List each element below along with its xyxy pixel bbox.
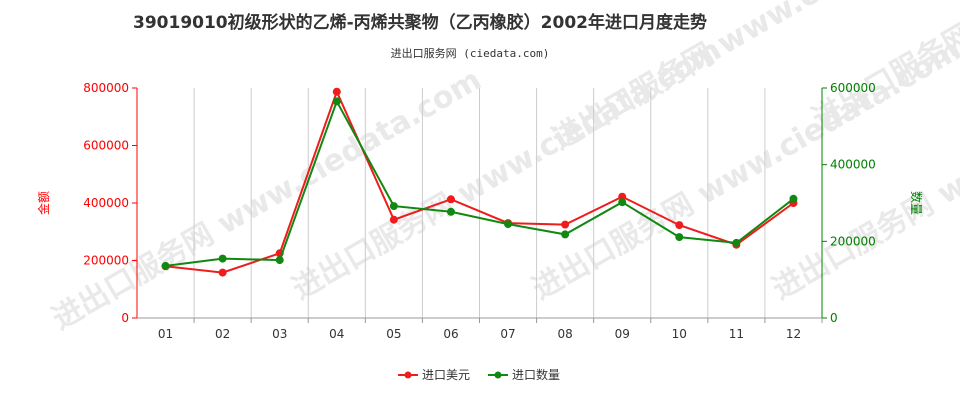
chart-title: 39019010初级形状的乙烯-丙烯共聚物（乙丙橡胶）2002年进口月度走势: [133, 12, 707, 33]
series-layer: [161, 87, 798, 277]
x-tick-label: 03: [272, 327, 287, 341]
legend-marker-2: [494, 371, 502, 379]
y-left-tick-label: 800000: [83, 81, 129, 95]
series-2-point: [618, 198, 627, 207]
x-tick-label: 02: [215, 327, 230, 341]
series-line-2: [165, 98, 795, 267]
y-axis-right-label: 数量: [909, 191, 924, 215]
x-tick-label: 08: [557, 327, 572, 341]
legend-label-2[interactable]: 进口数量: [512, 367, 560, 382]
y-left-tick-label: 0: [121, 311, 129, 325]
series-1-point: [618, 192, 627, 201]
x-tick-label: 11: [729, 327, 744, 341]
series-2-point: [561, 230, 570, 239]
series-1-point: [389, 215, 398, 224]
series-1-point: [218, 268, 227, 277]
series-2-point: [332, 97, 341, 106]
y-left-tick-label: 200000: [83, 254, 129, 268]
watermark-text: 进出口服务网 www.ciedata.com: [807, 0, 960, 137]
series-2-point: [504, 220, 513, 229]
series-1-point: [561, 220, 570, 229]
y-left-tick-label: 600000: [83, 139, 129, 153]
legend-label-1[interactable]: 进口美元: [422, 368, 470, 382]
x-tick-label: 09: [615, 327, 630, 341]
series-1-point: [675, 221, 684, 230]
axes: [132, 87, 827, 323]
series-2-point: [732, 238, 741, 247]
y-right-tick-label: 200000: [830, 234, 876, 248]
series-2-point: [161, 261, 170, 270]
series-2-point: [275, 256, 284, 265]
legend-marker-1: [404, 371, 412, 379]
series-2-point: [389, 202, 398, 211]
x-tick-label: 05: [386, 327, 401, 341]
x-tick-label: 01: [158, 327, 173, 341]
y-right-tick-label: 400000: [830, 158, 876, 172]
x-tick-label: 06: [443, 327, 458, 341]
series-2-point: [675, 233, 684, 242]
tick-labels: 0 200000 400000 600000 800000 0 200000 400000 60…: [83, 81, 876, 341]
series-1-point: [446, 195, 455, 204]
x-tick-label: 12: [786, 327, 801, 341]
y-axis-left-label: 金额: [36, 191, 51, 215]
y-left-tick-label: 400000: [83, 196, 129, 210]
x-tick-label: 10: [672, 327, 687, 341]
chart-subtitle: 进出口服务网 (ciedata.com): [391, 46, 550, 60]
series-2-point: [218, 254, 227, 263]
y-right-tick-label: 600000: [830, 81, 876, 95]
y-right-tick-label: 0: [830, 311, 838, 325]
series-2-point: [446, 207, 455, 216]
series-2-point: [789, 194, 798, 203]
series-line-1: [165, 89, 795, 274]
x-tick-label: 07: [500, 327, 515, 341]
legend[interactable]: 进口美元 进口数量: [398, 367, 560, 382]
x-tick-label: 04: [329, 327, 344, 341]
series-1-point: [332, 87, 341, 96]
